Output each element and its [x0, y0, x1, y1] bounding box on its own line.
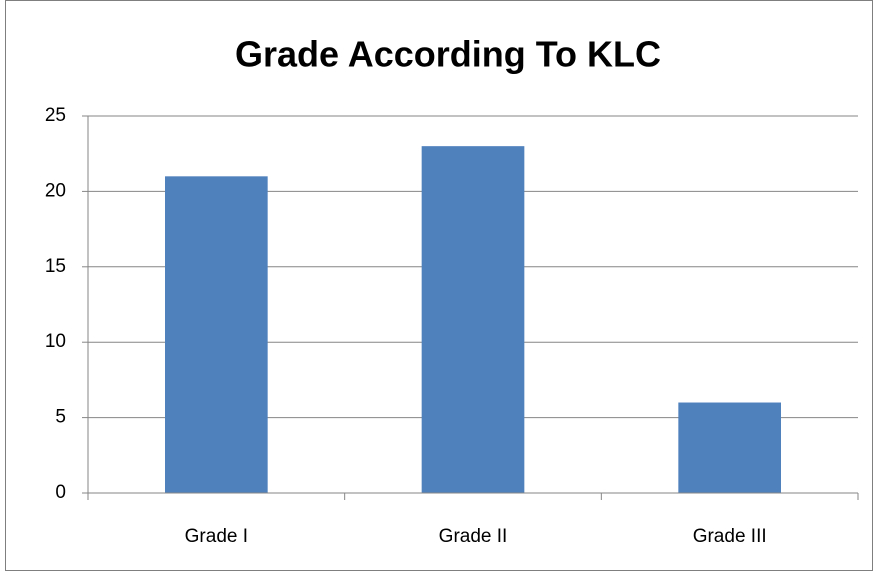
bar: [421, 146, 525, 493]
y-tick-label: 20: [45, 180, 66, 201]
x-tick-label: Grade III: [693, 526, 767, 547]
y-tick-label: 5: [55, 407, 66, 428]
bar: [678, 402, 781, 493]
chart-title: Grade According To KLC: [235, 34, 661, 75]
x-tick-label: Grade II: [439, 526, 508, 547]
y-tick-label: 0: [55, 482, 66, 503]
y-tick-label: 25: [45, 105, 66, 126]
bar: [165, 176, 268, 493]
y-tick-label: 10: [45, 331, 66, 352]
x-tick-label: Grade I: [185, 526, 248, 547]
y-tick-label: 15: [45, 256, 66, 277]
